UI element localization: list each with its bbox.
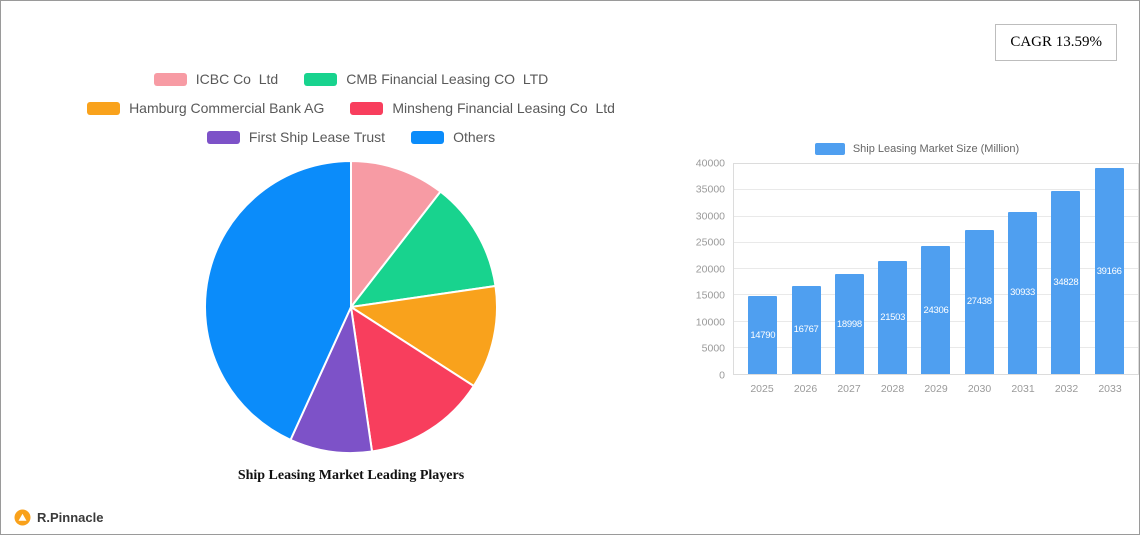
pinnacle-logo-icon (14, 509, 31, 526)
pie-slice-0[interactable] (350, 160, 442, 308)
bar-2030[interactable]: 27438 (964, 229, 994, 374)
y-axis-tick: 40000 (695, 156, 725, 169)
cagr-badge: CAGR 13.59% (995, 24, 1117, 61)
x-axis-tick: 2032 (1054, 383, 1079, 395)
y-axis-tick: 25000 (695, 236, 725, 249)
bar-chart-legend[interactable]: Ship Leasing Market Size (Million) (693, 143, 1139, 155)
legend-item-0[interactable]: ICBC Co Ltd (153, 71, 279, 87)
gridline (734, 241, 1138, 243)
bar-value-label: 39166 (1096, 265, 1122, 277)
y-axis-tick: 15000 (695, 289, 725, 302)
pie-chart-title: Ship Leasing Market Leading Players (237, 468, 465, 483)
bar-legend-swatch (814, 143, 845, 155)
y-axis-tick: 0 (719, 368, 725, 381)
pie-slice-2[interactable] (350, 284, 498, 387)
bar-2026[interactable]: 16767 (791, 285, 821, 374)
bar-2025[interactable]: 14790 (748, 296, 778, 374)
y-axis-tick: 30000 (695, 209, 725, 222)
x-axis-tick: 2030 (967, 383, 992, 395)
pie-chart[interactable] (201, 157, 501, 457)
legend-label: Others (453, 129, 496, 145)
legend-item-3[interactable]: Minsheng Financial Leasing Co Ltd (350, 100, 615, 116)
legend-label: Hamburg Commercial Bank AG (129, 100, 325, 116)
bar-value-label: 24306 (923, 304, 949, 316)
bar-value-label: 21503 (880, 312, 906, 324)
bar-2028[interactable]: 21503 (878, 261, 908, 374)
legend-swatch (411, 130, 445, 144)
brand-name: R.Pinnacle (37, 510, 104, 525)
y-axis-tick: 10000 (695, 315, 725, 328)
bar-value-label: 30933 (1010, 287, 1036, 299)
y-axis-tick: 20000 (695, 262, 725, 275)
bar-value-label: 34828 (1053, 277, 1079, 289)
bar-2031[interactable]: 30933 (1008, 211, 1038, 374)
legend-swatch (350, 101, 384, 115)
legend-item-4[interactable]: First Ship Lease Trust (206, 129, 386, 145)
gridline (734, 189, 1138, 191)
legend-label: ICBC Co Ltd (195, 71, 279, 87)
x-axis: 2025 2026 2027 2028 2029 2030 2031 2032 2033 (733, 383, 1139, 395)
gridline (734, 215, 1138, 217)
y-axis-tick: 35000 (695, 183, 725, 196)
legend-label: Minsheng Financial Leasing Co Ltd (392, 100, 615, 116)
pie-slice-4[interactable] (289, 306, 374, 454)
bar-chart-area: 0 5000 10000 15000 20000 25000 30000 35000 40000… (693, 158, 1139, 380)
legend-swatch (304, 72, 338, 86)
y-axis-tick: 5000 (701, 342, 725, 355)
legend-item-5[interactable]: Others (411, 129, 495, 145)
bar-2029[interactable]: 24306 (921, 246, 951, 374)
x-axis-tick: 2025 (750, 383, 774, 395)
bar-value-label: 18998 (836, 318, 862, 330)
legend-swatch (206, 130, 240, 144)
bar-value-label: 14790 (750, 329, 776, 341)
x-axis-tick: 2029 (924, 383, 948, 395)
pie-slice-3[interactable] (350, 306, 475, 453)
pie-slice-5[interactable] (203, 160, 352, 441)
pie-slice-1[interactable] (350, 190, 497, 308)
x-axis-tick: 2033 (1098, 383, 1122, 395)
x-axis-tick: 2026 (793, 383, 818, 395)
bar-2027[interactable]: 18998 (834, 274, 864, 374)
legend-label: CMB Financial Leasing CO LTD (346, 71, 549, 87)
legend-item-1[interactable]: CMB Financial Leasing CO LTD (304, 71, 548, 87)
legend-label: First Ship Lease Trust (248, 129, 386, 145)
bar-value-label: 16767 (793, 324, 819, 336)
x-axis-tick: 2027 (837, 383, 861, 395)
y-axis: 0 5000 10000 15000 20000 25000 30000 35000 40000 (693, 158, 733, 380)
pie-legend: ICBC Co Ltd CMB Financial Leasing CO LTD H… (31, 71, 671, 145)
bar-2033[interactable]: 39166 (1094, 168, 1124, 374)
bar-value-label: 27438 (966, 296, 992, 308)
x-axis-tick: 2028 (880, 383, 905, 395)
brand-footer: R.Pinnacle (14, 509, 103, 526)
bar-chart-panel: Ship Leasing Market Size (Million) 0 5000… (693, 143, 1139, 395)
bar-plot: 14790 16767 18998 21503 24306 27438 30933 34828… (733, 163, 1139, 375)
pie-chart-panel: ICBC Co Ltd CMB Financial Leasing CO LTD H… (11, 71, 691, 484)
legend-item-2[interactable]: Hamburg Commercial Bank AG (87, 100, 324, 116)
legend-swatch (87, 101, 121, 115)
bar-legend-label: Ship Leasing Market Size (Million) (852, 143, 1020, 155)
x-axis-tick: 2031 (1011, 383, 1035, 395)
pie-chart-wrap (11, 157, 691, 462)
bar-2032[interactable]: 34828 (1051, 191, 1081, 374)
legend-swatch (153, 72, 187, 86)
